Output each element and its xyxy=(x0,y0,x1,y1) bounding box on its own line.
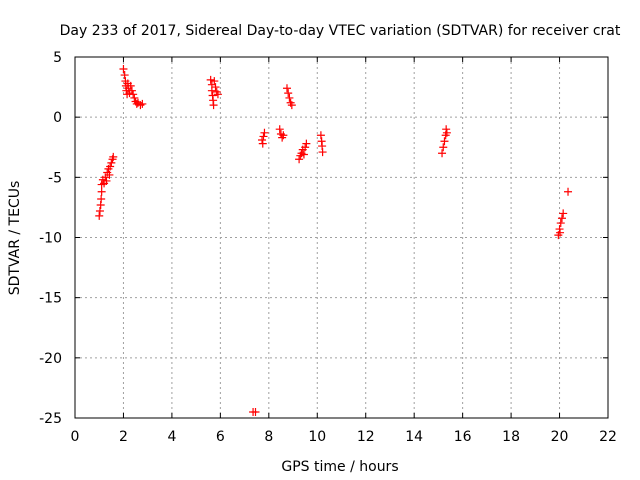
data-point xyxy=(97,194,106,203)
data-point xyxy=(299,150,308,159)
x-tick-label: 8 xyxy=(264,429,273,445)
data-point xyxy=(106,162,115,171)
data-point xyxy=(275,125,284,134)
data-point xyxy=(318,148,327,157)
data-point xyxy=(440,137,449,146)
data-point xyxy=(136,101,145,110)
data-point xyxy=(259,132,268,141)
axis-ticks: 0 2 4 6 8 10 12 14 16 18 20 22 5 0 -5 -10 -15 -20 -25 xyxy=(39,50,617,445)
data-point xyxy=(138,99,147,108)
x-axis-label: GPS time / hours xyxy=(281,459,398,475)
data-point xyxy=(206,75,215,84)
data-point xyxy=(109,152,118,161)
y-tick-label: -20 xyxy=(39,351,62,367)
data-point xyxy=(130,93,139,102)
data-point xyxy=(302,139,311,148)
data-point xyxy=(207,86,216,95)
data-point xyxy=(251,407,260,416)
x-tick-label: 10 xyxy=(308,429,326,445)
x-tick-label: 4 xyxy=(167,429,176,445)
data-point xyxy=(285,93,294,102)
data-point xyxy=(105,170,114,179)
data-point xyxy=(210,77,219,86)
data-point xyxy=(559,209,568,218)
data-point xyxy=(107,158,116,167)
data-point xyxy=(97,187,106,196)
data-point xyxy=(95,207,104,216)
x-tick-label: 22 xyxy=(599,429,617,445)
data-point xyxy=(556,219,565,228)
y-tick-label: -25 xyxy=(39,411,62,427)
data-point xyxy=(209,101,218,110)
data-point xyxy=(102,176,111,185)
data-point xyxy=(556,228,565,237)
data-point xyxy=(438,149,447,158)
data-point xyxy=(287,101,296,110)
data-point xyxy=(439,143,448,152)
x-tick-label: 6 xyxy=(216,429,225,445)
x-tick-label: 20 xyxy=(551,429,569,445)
x-tick-label: 0 xyxy=(71,429,80,445)
data-point xyxy=(126,81,135,90)
data-point xyxy=(101,173,110,182)
grid xyxy=(75,57,608,418)
data-point xyxy=(127,86,136,95)
x-tick-label: 14 xyxy=(405,429,423,445)
data-point xyxy=(284,89,293,98)
x-tick-label: 2 xyxy=(119,429,128,445)
data-point xyxy=(295,155,304,164)
data-points xyxy=(95,65,573,416)
x-tick-label: 12 xyxy=(357,429,375,445)
data-point xyxy=(442,128,451,137)
data-point xyxy=(213,90,222,99)
data-point xyxy=(564,187,573,196)
y-tick-label: 5 xyxy=(53,50,62,66)
data-point xyxy=(301,143,310,152)
data-point xyxy=(129,90,138,99)
chart-title: Day 233 of 2017, Sidereal Day-to-day VTE… xyxy=(60,23,621,39)
data-point xyxy=(120,71,129,80)
y-tick-label: -15 xyxy=(39,291,62,307)
data-point xyxy=(279,131,288,140)
y-tick-label: 0 xyxy=(53,110,62,126)
data-point xyxy=(282,84,291,93)
y-tick-label: -10 xyxy=(39,231,62,247)
x-tick-label: 18 xyxy=(502,429,520,445)
data-point xyxy=(442,125,451,134)
data-point xyxy=(119,65,128,74)
y-tick-label: -5 xyxy=(48,170,62,186)
data-point xyxy=(260,128,269,137)
data-point xyxy=(316,131,325,140)
data-point xyxy=(557,214,566,223)
x-tick-label: 16 xyxy=(454,429,472,445)
data-point xyxy=(258,139,267,148)
data-point xyxy=(258,136,267,145)
y-axis-label: SDTVAR / TECUs xyxy=(7,181,23,296)
data-point xyxy=(211,83,220,92)
data-point xyxy=(95,211,104,220)
